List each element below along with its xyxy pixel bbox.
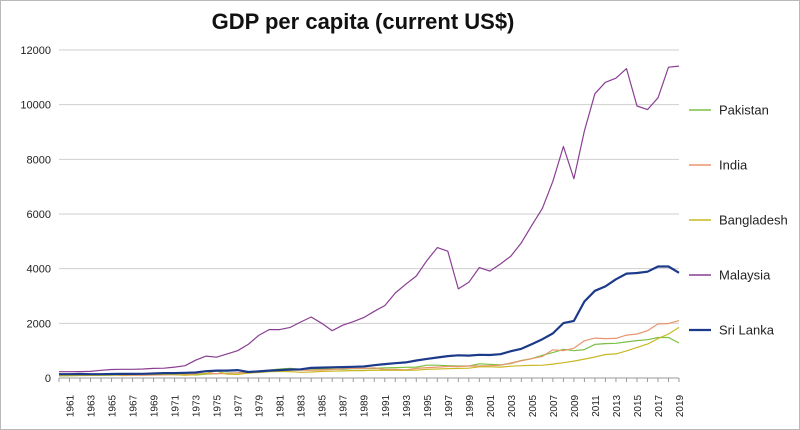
x-tick-label: 1985 — [318, 394, 329, 417]
legend-label-malaysia: Malaysia — [719, 268, 771, 283]
x-tick-label: 1981 — [276, 394, 287, 417]
x-tick-label: 1969 — [150, 394, 161, 417]
x-tick-label: 1963 — [87, 394, 98, 417]
y-tick-label: 2000 — [27, 318, 51, 330]
chart-title: GDP per capita (current US$) — [211, 9, 515, 34]
x-tick-label: 2007 — [549, 394, 560, 417]
y-tick-label: 4000 — [27, 264, 51, 276]
y-tick-label: 8000 — [27, 154, 51, 166]
series-line-india — [58, 320, 680, 377]
x-tick-label: 2009 — [570, 394, 581, 417]
y-tick-label: 12000 — [20, 45, 51, 57]
x-tick-label: 1989 — [360, 394, 371, 417]
x-tick-label: 2005 — [528, 394, 539, 417]
series-line-sri-lanka — [59, 265, 680, 376]
x-tick-label: 1971 — [171, 394, 182, 417]
x-tick-label: 1991 — [381, 394, 392, 417]
x-tick-label: 2001 — [486, 394, 497, 417]
series-line-malaysia — [59, 65, 680, 373]
x-tick-label: 1979 — [255, 394, 266, 417]
x-tick-label: 2013 — [612, 394, 623, 417]
x-tick-label: 2017 — [654, 394, 665, 417]
x-tick-label: 2003 — [507, 394, 518, 417]
x-tick-label: 2011 — [591, 395, 602, 417]
y-tick-label: 0 — [45, 373, 51, 385]
legend-label-india: India — [719, 158, 748, 173]
x-tick-label: 2019 — [675, 394, 686, 417]
x-tick-label: 2015 — [633, 394, 644, 417]
x-tick-label: 1995 — [423, 394, 434, 417]
x-tick-label: 1973 — [192, 394, 203, 417]
x-tick-label: 1967 — [129, 394, 140, 417]
x-tick-label: 1965 — [108, 394, 119, 417]
legend-label-bangladesh: Bangladesh — [719, 213, 788, 228]
x-tick-label: 1993 — [402, 394, 413, 417]
x-tick-label: 1975 — [213, 394, 224, 417]
x-tick-label: 1987 — [339, 394, 350, 417]
x-tick-label: 1961 — [66, 394, 77, 417]
x-tick-label: 1999 — [465, 394, 476, 417]
y-tick-label: 10000 — [20, 100, 51, 112]
legend-label-sri-lanka: Sri Lanka — [719, 323, 775, 338]
legend-label-pakistan: Pakistan — [719, 103, 769, 118]
y-tick-label: 6000 — [27, 209, 51, 221]
x-tick-label: 1997 — [444, 394, 455, 417]
x-tick-label: 1977 — [234, 394, 245, 417]
x-tick-label: 1983 — [297, 394, 308, 417]
